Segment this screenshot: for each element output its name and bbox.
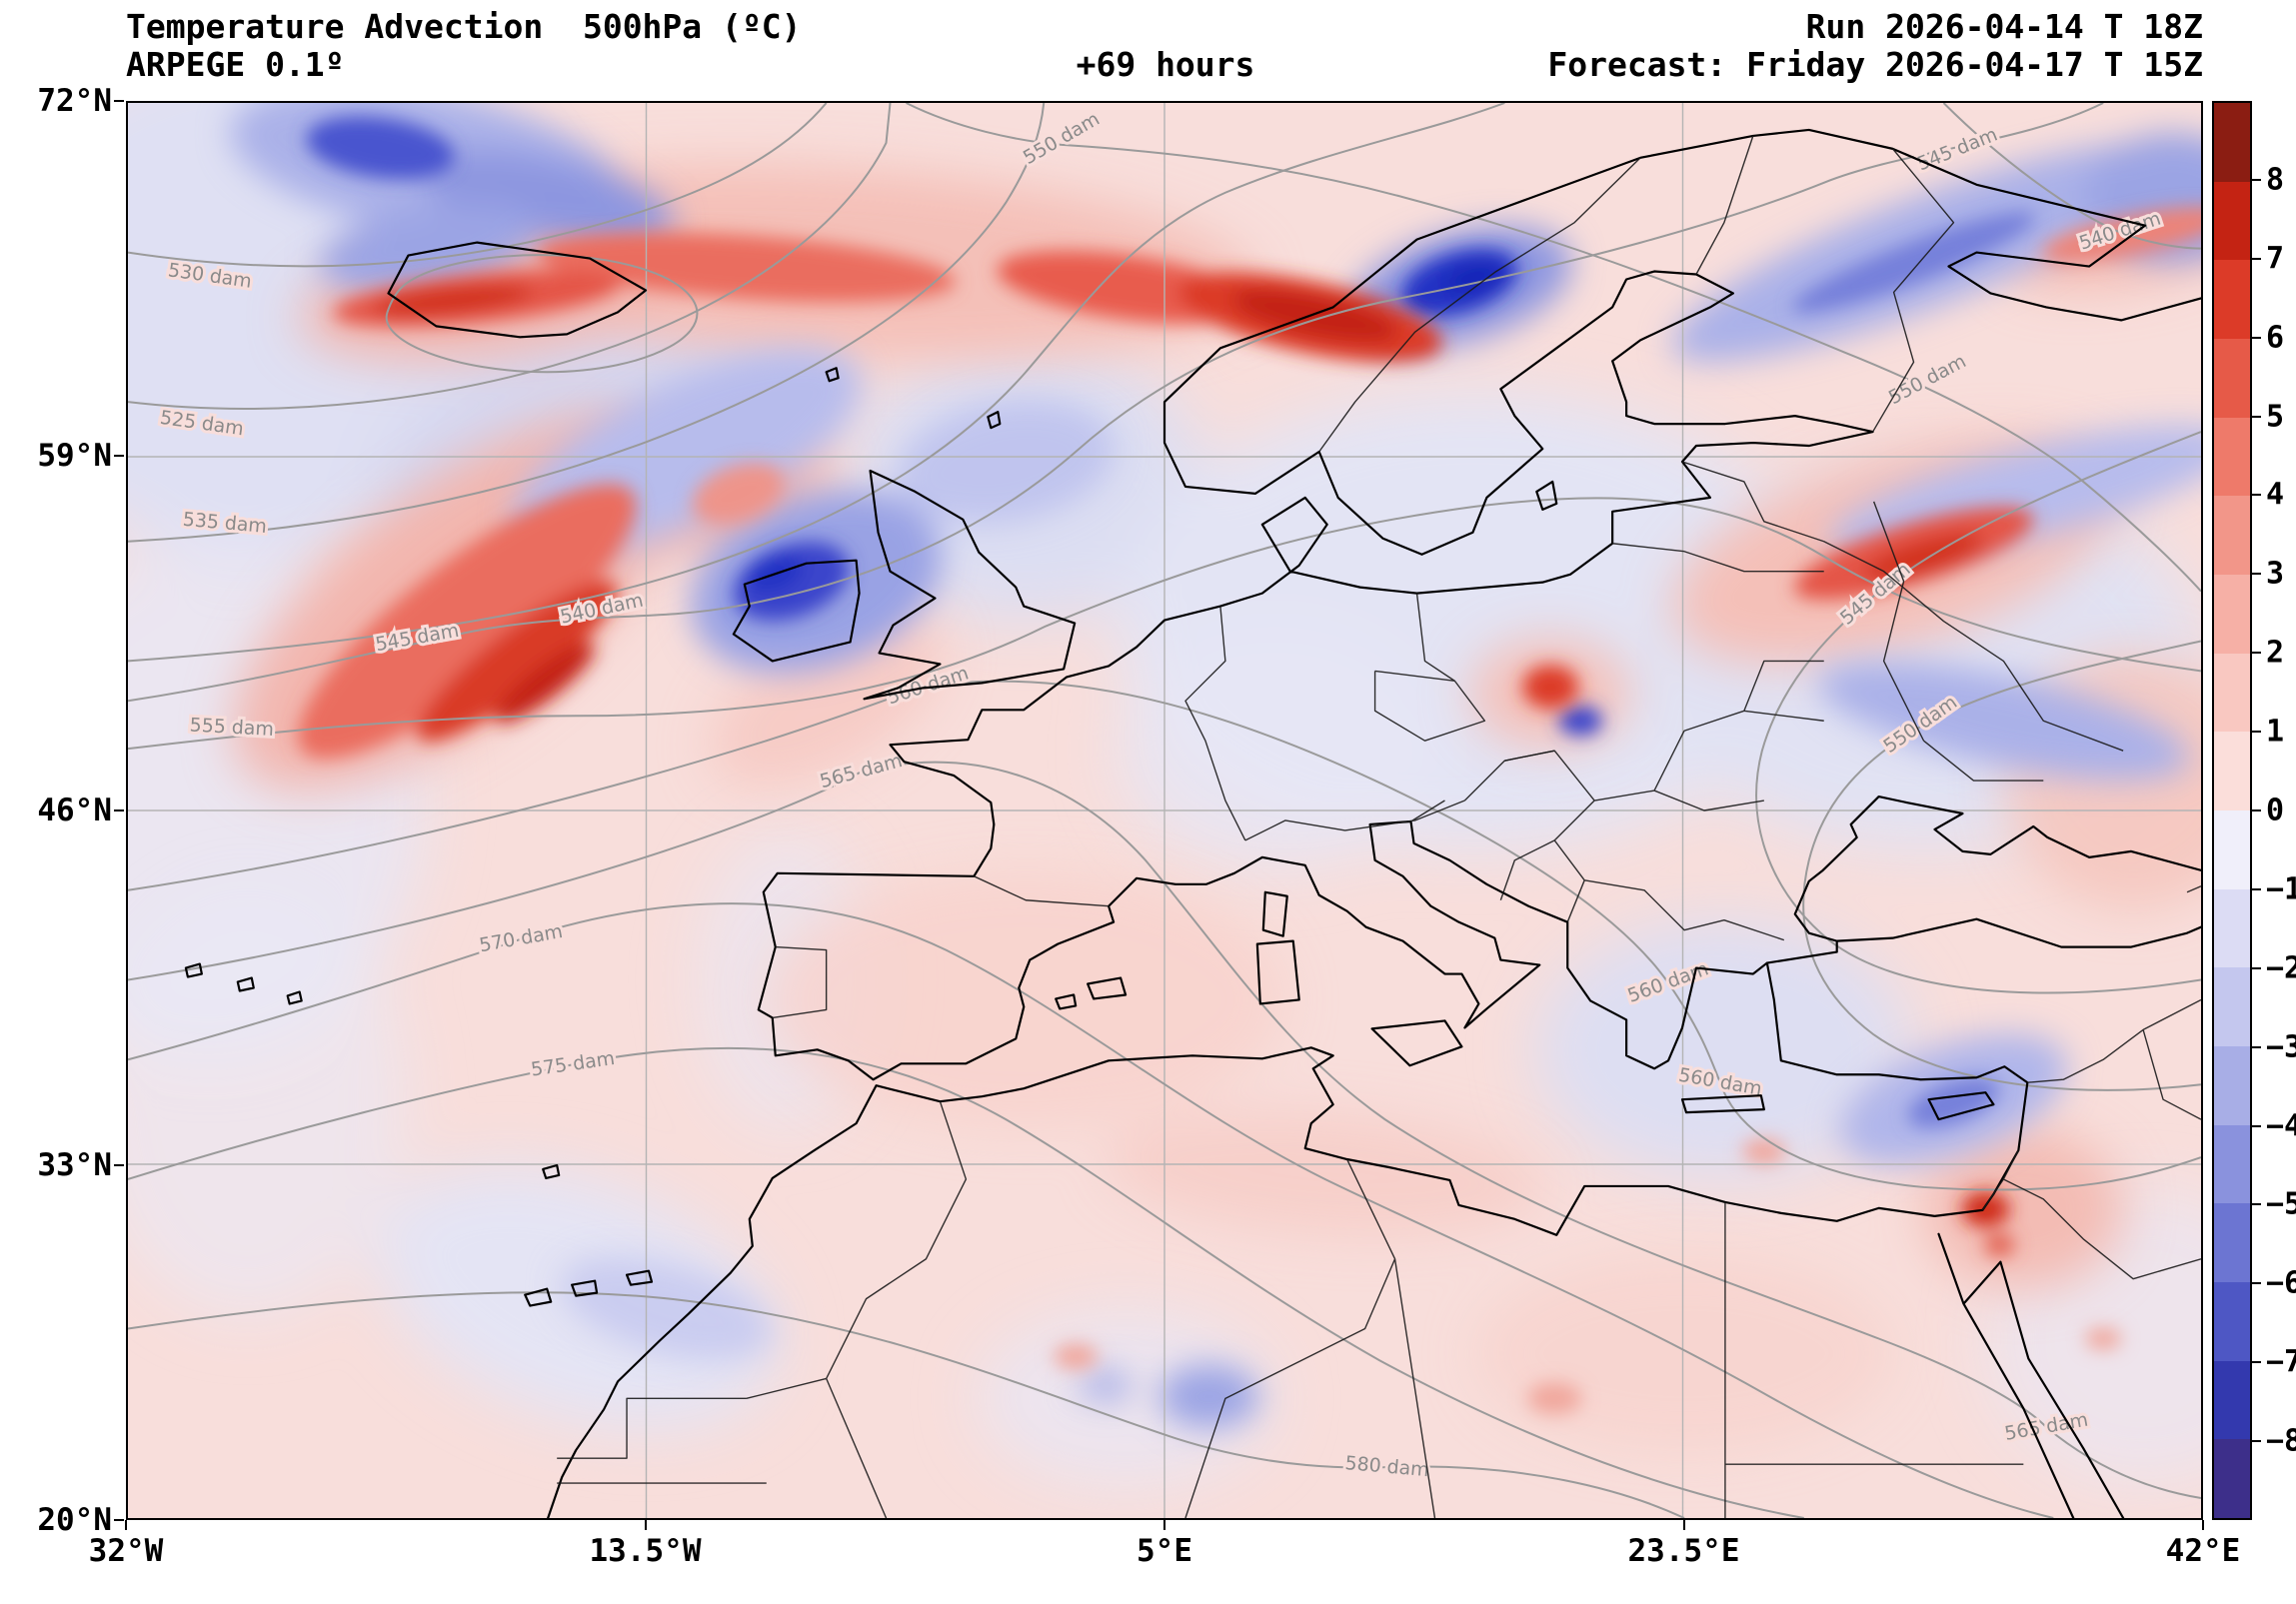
colorbar-tick-mark (2252, 1045, 2261, 1048)
colorbar-segment (2214, 1046, 2250, 1125)
colorbar-tick-label: 1 (2266, 714, 2285, 750)
colorbar-tick-label: −2 (2266, 950, 2296, 986)
lon-tick-label: 13.5°W (589, 1533, 702, 1569)
colorbar-segment (2214, 417, 2250, 497)
colorbar-segment (2214, 339, 2250, 418)
lon-tick-label: 32°W (88, 1533, 164, 1569)
colorbar-tick-label: −1 (2266, 871, 2296, 907)
lon-tick-mark (125, 1520, 127, 1530)
colorbar-segment (2214, 1203, 2250, 1283)
lat-tick-label: 46°N (37, 793, 112, 828)
lat-tick-mark (114, 455, 124, 457)
colorbar-segment (2214, 575, 2250, 654)
lon-axis: 32°W 13.5°W 5°E 23.5°E 42°E (89, 1533, 2241, 1573)
colorbar-segment (2214, 967, 2250, 1047)
contour-label: 555 dam (189, 715, 274, 741)
cold-advection-cores (306, 116, 2035, 1128)
coastlines (184, 128, 2201, 1518)
colorbar-tick-label: 7 (2266, 241, 2285, 277)
lon-tick-mark (2202, 1520, 2204, 1530)
lead-time-label: +69 hours (1076, 45, 1255, 84)
lat-tick-label: 72°N (37, 83, 112, 119)
model-label: ARPEGE 0.1º (126, 45, 345, 84)
colorbar-tick-label: −3 (2266, 1029, 2296, 1065)
colorbar-tick-label: 3 (2266, 556, 2285, 592)
lat-tick-mark (114, 1164, 124, 1166)
colorbar-tick-mark (2252, 415, 2261, 418)
lon-tick-mark (1682, 1520, 1685, 1530)
colorbar-tick-label: 2 (2266, 635, 2285, 671)
colorbar-tick-label: −4 (2266, 1108, 2296, 1144)
colorbar-tick-mark (2252, 809, 2261, 811)
colorbar-tick-label: 8 (2266, 162, 2285, 198)
colorbar-tick-mark (2252, 887, 2261, 890)
lon-tick-mark (644, 1520, 647, 1530)
lon-tick-mark (1163, 1520, 1165, 1530)
colorbar-tick-label: −5 (2266, 1186, 2296, 1222)
colorbar-tick-mark (2252, 1282, 2261, 1285)
colorbar-tick-mark (2252, 1203, 2261, 1206)
colorbar-tick-mark (2252, 573, 2261, 576)
colorbar-tick-label: −8 (2266, 1423, 2296, 1459)
colorbar-tick-mark (2252, 731, 2261, 734)
colorbar-tick-label: 5 (2266, 399, 2285, 435)
colorbar-tick-mark (2252, 966, 2261, 969)
forecast-label: Forecast: Friday 2026-04-17 T 15Z (1547, 45, 2203, 84)
colorbar-tick-mark (2252, 257, 2261, 260)
colorbar-segment (2214, 732, 2250, 811)
lat-tick-mark (114, 1519, 124, 1521)
colorbar-tick-mark (2252, 1124, 2261, 1127)
colorbar-tick-label: −6 (2266, 1265, 2296, 1301)
colorbar-tick-label: 0 (2266, 793, 2285, 828)
chart-title: Temperature Advection 500hPa (ºC) (126, 7, 802, 46)
run-label: Run 2026-04-14 T 18Z (1805, 7, 2203, 46)
lon-tick-label: 42°E (2165, 1533, 2241, 1569)
lon-tick-label: 5°E (1137, 1533, 1192, 1569)
colorbar-segment (2214, 1360, 2250, 1440)
map-plot-area: 550 dam 545 dam 540 dam 530 dam 525 dam 550 d… (126, 101, 2203, 1520)
colorbar-segment (2214, 1282, 2250, 1361)
colorbar-segment (2214, 103, 2250, 182)
colorbar-segment (2214, 496, 2250, 576)
colorbar-tick-mark (2252, 652, 2261, 655)
colorbar-tick-label: −7 (2266, 1344, 2296, 1380)
header-left: Temperature Advection 500hPa (ºC) ARPEGE … (126, 8, 802, 84)
lat-tick-label: 20°N (37, 1502, 112, 1538)
colorbar-segment (2214, 888, 2250, 968)
colorbar-tick-label: 6 (2266, 320, 2285, 356)
colorbar-tick-mark (2252, 178, 2261, 181)
lat-tick-mark (114, 100, 124, 102)
colorbar-tick-label: 4 (2266, 477, 2285, 513)
colorbar-ticks: 8 7 6 5 4 3 2 1 0 −1 −2 −3 −4 −5 −6 −7 −8 (2252, 101, 2296, 1520)
colorbar-segment (2214, 653, 2250, 733)
colorbar-tick-mark (2252, 494, 2261, 497)
lat-tick-label: 59°N (37, 438, 112, 474)
colorbar-tick-mark (2252, 1361, 2261, 1364)
lat-tick-label: 33°N (37, 1147, 112, 1183)
colorbar-tick-mark (2252, 336, 2261, 339)
colorbar (2212, 101, 2252, 1520)
colorbar-segment (2214, 1439, 2250, 1519)
lat-axis: 72°N 59°N 46°N 33°N 20°N (0, 83, 118, 1538)
height-contours (128, 103, 2201, 1518)
country-borders (557, 135, 2201, 1518)
colorbar-segment (2214, 1124, 2250, 1204)
colorbar-tick-mark (2252, 1440, 2261, 1443)
lat-tick-mark (114, 809, 124, 811)
colorbar-segment (2214, 181, 2250, 261)
colorbar-segment (2214, 260, 2250, 340)
header-right: Run 2026-04-14 T 18Z Forecast: Friday 202… (1547, 8, 2203, 84)
colorbar-segment (2214, 810, 2250, 889)
lon-tick-label: 23.5°E (1627, 1533, 1740, 1569)
